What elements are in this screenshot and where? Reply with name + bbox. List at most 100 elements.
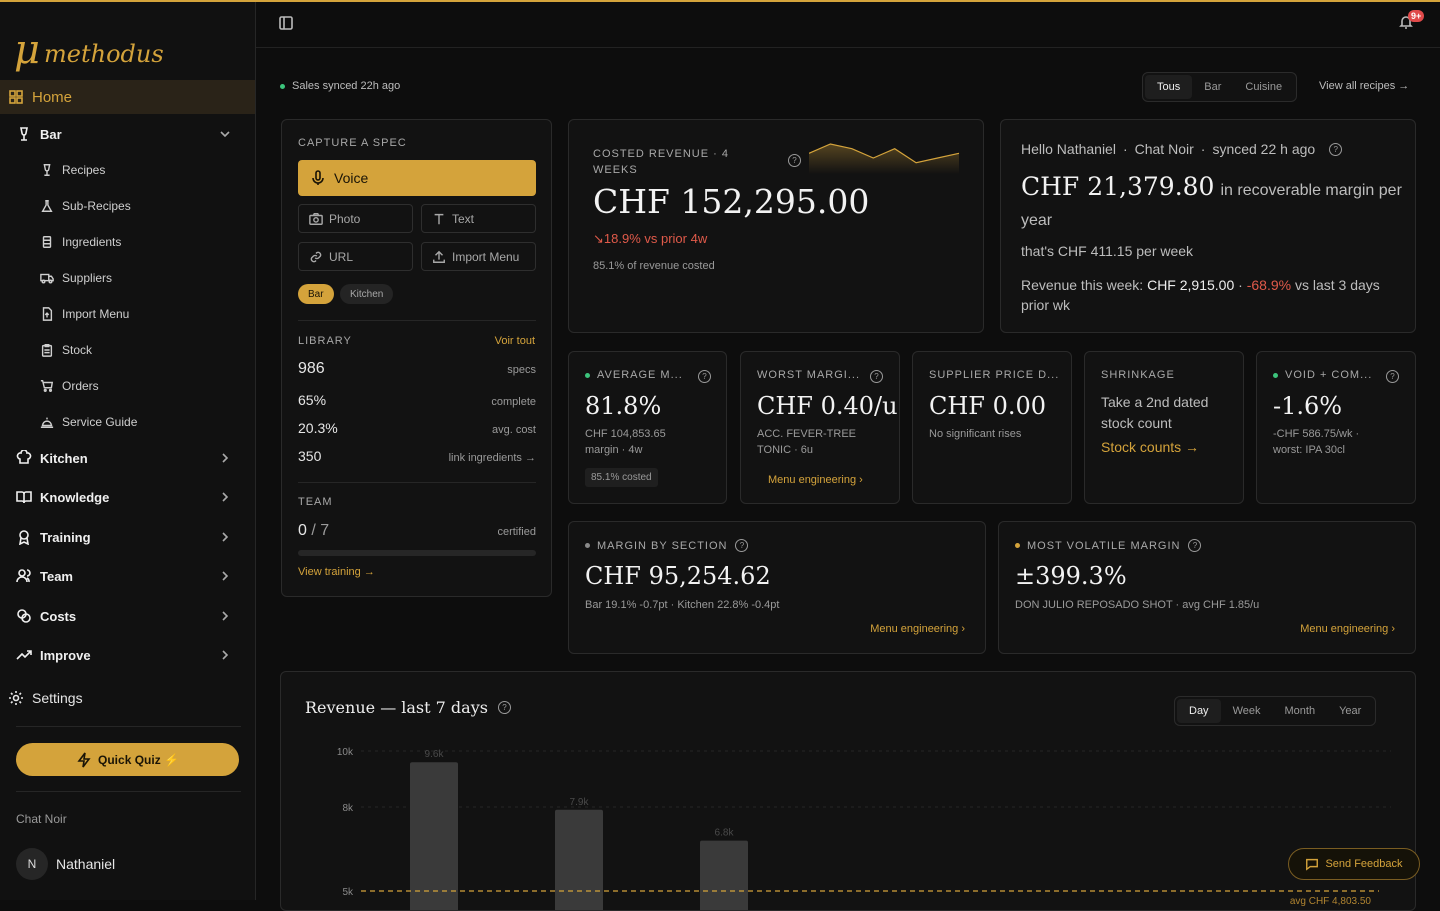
- photo-label: Photo: [329, 211, 361, 226]
- period-month[interactable]: Month: [1284, 705, 1316, 717]
- sidebar-item-ingredients[interactable]: Ingredients: [40, 227, 121, 257]
- help-icon[interactable]: ?: [1329, 142, 1343, 156]
- sidebar-section-costs[interactable]: Costs: [16, 601, 241, 631]
- sidebar-section-training[interactable]: Training: [16, 522, 241, 552]
- camera-icon: [309, 212, 323, 226]
- revenue-week-suffix2: prior wk: [1021, 297, 1071, 313]
- filter-bar[interactable]: Bar: [1204, 81, 1222, 93]
- photo-button[interactable]: Photo: [298, 204, 413, 233]
- library-row: 350 link ingredients →: [298, 448, 536, 464]
- view-all-recipes-link[interactable]: View all recipes →: [1319, 80, 1410, 92]
- sidebar-section-label: Costs: [40, 608, 77, 624]
- revenue-week-suffix: vs last 3 days: [1294, 277, 1380, 293]
- kpi-value: 81.8%: [585, 392, 662, 420]
- revenue-costed-percent: 85.1% of revenue costed: [593, 260, 715, 272]
- period-day[interactable]: Day: [1177, 699, 1221, 723]
- send-feedback-button[interactable]: Send Feedback: [1288, 848, 1420, 880]
- sidebar-item-label: Sub-Recipes: [62, 199, 131, 213]
- stock-counts-link[interactable]: Stock counts →: [1101, 439, 1200, 455]
- notification-badge: 9+: [1408, 10, 1425, 22]
- status-dot: [585, 543, 590, 548]
- sidebar-item-service-guide[interactable]: Service Guide: [40, 407, 137, 437]
- logo[interactable]: μ methodus: [14, 30, 164, 70]
- sidebar-item-suppliers[interactable]: Suppliers: [40, 263, 112, 293]
- sidebar-item-label: Settings: [32, 690, 83, 706]
- view-training-link[interactable]: View training →: [298, 566, 375, 578]
- most-volatile-margin-card[interactable]: MOST VOLATILE MARGIN? ±399.3% DON JULIO …: [998, 521, 1416, 654]
- status-dot: [1273, 372, 1278, 378]
- status-dot: [280, 83, 285, 89]
- help-icon[interactable]: ?: [788, 154, 801, 167]
- worst-margin-card[interactable]: WORST MARGI... ? CHF 0.40/u ACC. FEVER-T…: [740, 351, 900, 504]
- bell-icon[interactable]: 9+: [1398, 10, 1425, 30]
- sidebar-section-team[interactable]: Team: [16, 561, 241, 591]
- sales-sync-status: Sales synced 22h ago: [280, 80, 400, 92]
- user-menu[interactable]: N Nathaniel: [16, 848, 115, 880]
- sidebar-toggle-icon[interactable]: [278, 15, 294, 31]
- chip-kitchen[interactable]: Kitchen: [340, 284, 394, 304]
- sidebar-section-label: Bar: [40, 126, 62, 142]
- cloche-icon: [40, 415, 54, 429]
- sidebar-item-sub-recipes[interactable]: Sub-Recipes: [40, 191, 131, 221]
- organization-name: Chat Noir: [16, 812, 67, 826]
- void-comp-card[interactable]: VOID + COM... ? -1.6% -CHF 586.75/wk · w…: [1256, 351, 1416, 504]
- sidebar-section-bar[interactable]: Bar: [16, 119, 241, 149]
- sidebar-section-knowledge[interactable]: Knowledge: [16, 482, 241, 512]
- import-menu-button[interactable]: Import Menu: [421, 242, 536, 271]
- supplier-price-card[interactable]: SUPPLIER PRICE D... CHF 0.00 No signific…: [912, 351, 1072, 504]
- revenue-week-value: CHF 2,915.00: [1147, 277, 1235, 293]
- filter-cuisine[interactable]: Cuisine: [1245, 81, 1283, 93]
- link-icon: [309, 250, 323, 264]
- sidebar-item-orders[interactable]: Orders: [40, 371, 99, 401]
- volatile-margin-value: ±399.3%: [1015, 562, 1127, 590]
- users-icon: [16, 568, 32, 584]
- divider: [298, 320, 536, 321]
- truck-icon: [40, 271, 54, 285]
- revenue-bar-chart: 10k 8k 5k 9.6k 7.9k 6.8k avg CHF 4,803.50: [337, 747, 1391, 910]
- sidebar-section-improve[interactable]: Improve: [16, 640, 241, 670]
- sidebar-item-settings[interactable]: Settings: [8, 690, 83, 706]
- menu-engineering-link[interactable]: Menu engineering ›: [1300, 623, 1395, 635]
- help-icon[interactable]: ?: [735, 539, 749, 552]
- voice-button[interactable]: Voice: [298, 160, 536, 196]
- help-icon[interactable]: ?: [1188, 539, 1202, 552]
- shrinkage-text: stock count: [1101, 415, 1172, 431]
- gear-icon: [8, 690, 24, 706]
- quick-quiz-label: Quick Quiz ⚡: [98, 752, 179, 767]
- period-year[interactable]: Year: [1339, 705, 1362, 717]
- logo-text: methodus: [44, 40, 164, 68]
- flask-icon: [40, 199, 54, 213]
- library-see-all-link[interactable]: Voir tout: [494, 335, 535, 347]
- sidebar-item-recipes[interactable]: Recipes: [40, 155, 105, 185]
- filter-tous[interactable]: Tous: [1145, 75, 1193, 99]
- team-title: TEAM: [298, 496, 333, 508]
- team-total: 7: [320, 522, 330, 539]
- url-button[interactable]: URL: [298, 242, 413, 271]
- chevron-down-icon: [217, 126, 233, 142]
- menu-engineering-link[interactable]: Menu engineering ›: [870, 623, 965, 635]
- help-icon[interactable]: ?: [497, 701, 511, 714]
- period-week[interactable]: Week: [1232, 705, 1261, 717]
- quick-quiz-button[interactable]: Quick Quiz ⚡: [16, 743, 239, 776]
- help-icon[interactable]: ?: [1386, 370, 1399, 383]
- sidebar-item-import-menu[interactable]: Import Menu: [40, 299, 129, 329]
- menu-engineering-link[interactable]: Menu engineering ›: [768, 474, 863, 486]
- revenue-this-week: Revenue this week: CHF 2,915.00 · -68.9%…: [1021, 275, 1401, 315]
- sidebar-item-stock[interactable]: Stock: [40, 335, 92, 365]
- link-ingredients-link[interactable]: link ingredients →: [448, 452, 536, 464]
- average-margin-card[interactable]: AVERAGE M... ? 81.8% CHF 104,853.65 marg…: [568, 351, 727, 504]
- chip-bar[interactable]: Bar: [298, 284, 334, 304]
- revenue-week-prefix: Revenue this week:: [1021, 277, 1144, 293]
- text-button[interactable]: Text: [421, 204, 536, 233]
- top-accent-line: [0, 0, 1440, 2]
- shrinkage-card[interactable]: SHRINKAGE Take a 2nd dated stock count S…: [1084, 351, 1244, 504]
- status-dot: [585, 372, 590, 378]
- help-icon[interactable]: ?: [870, 370, 883, 383]
- sidebar-section-kitchen[interactable]: Kitchen: [16, 443, 241, 473]
- recoverable-margin-value: CHF 21,379.80: [1021, 172, 1215, 201]
- help-icon[interactable]: ?: [698, 370, 711, 383]
- status-dot: [1015, 543, 1020, 548]
- kpi-label: VOID + COM...: [1285, 369, 1373, 381]
- margin-by-section-card[interactable]: MARGIN BY SECTION? CHF 95,254.62 Bar 19.…: [568, 521, 986, 654]
- sidebar-item-home[interactable]: Home: [0, 80, 255, 114]
